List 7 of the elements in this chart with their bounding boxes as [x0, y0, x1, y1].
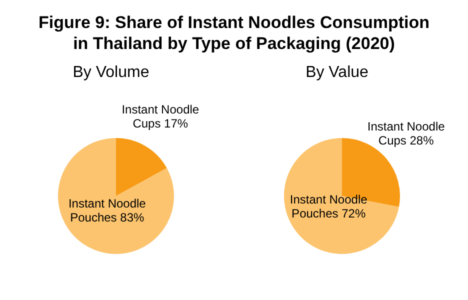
- slice-label: Instant Noodle Cups 17%: [122, 102, 200, 130]
- chart-subtitle: By Volume: [72, 64, 150, 83]
- slice-label: Instant Noodle Pouches 83%: [68, 196, 146, 224]
- chart-subtitle: By Value: [304, 64, 370, 83]
- slice-label: Instant Noodle Pouches 72%: [290, 192, 368, 220]
- slice-label: Instant Noodle Cups 28%: [367, 119, 446, 148]
- text: Figure 9: Share of Instant Noodles Consumption in Thailand by Type of Packaging (2020): [37, 12, 431, 54]
